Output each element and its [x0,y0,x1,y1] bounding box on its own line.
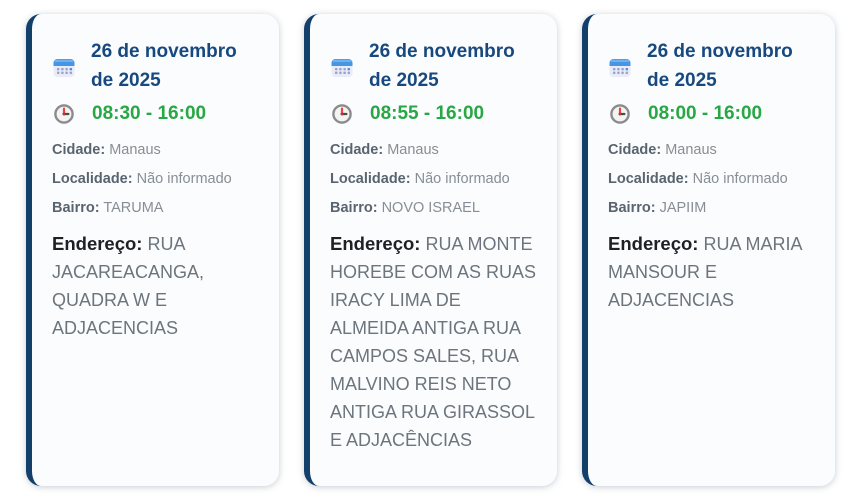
address-value: RUA JACAREACANGA, QUADRA W E ADJACENCIAS [52,234,205,339]
district-label: Bairro: [52,200,100,217]
time-text: 08:00 - 16:00 [648,103,763,124]
locality-label: Localidade: [52,171,133,188]
locality-value: Não informado [136,171,232,188]
address-value: RUA MARIA MANSOUR E ADJACENCIAS [608,234,802,311]
locality-row: Localidade: Não informado [608,170,815,188]
address-row: Endereço: RUA MARIA MANSOUR E ADJACENCIAS [608,230,815,315]
time-row: 08:30 - 16:00 [52,103,259,125]
schedule-card: 26 de novembro de 2025 08:00 - 16:00 Cid… [582,14,835,486]
time-row: 08:00 - 16:00 [608,103,815,125]
time-text: 08:55 - 16:00 [370,103,485,124]
clock-icon [608,103,632,125]
date-row: 26 de novembro de 2025 [608,38,815,95]
time-text: 08:30 - 16:00 [92,103,207,124]
locality-label: Localidade: [608,171,689,188]
locality-value: Não informado [692,171,788,188]
address-label: Endereço: [52,233,143,255]
locality-label: Localidade: [330,171,411,188]
city-label: Cidade: [608,142,662,158]
district-value: NOVO ISRAEL [381,200,480,217]
calendar-icon [608,55,632,79]
city-value: Manaus [109,142,161,158]
address-label: Endereço: [330,233,421,255]
district-label: Bairro: [330,200,378,217]
city-label: Cidade: [330,142,384,158]
district-label: Bairro: [608,200,656,217]
date-row: 26 de novembro de 2025 [330,38,537,95]
time-row: 08:55 - 16:00 [330,103,537,125]
address-row: Endereço: RUA MONTE HOREBE COM AS RUAS IR… [330,230,537,454]
city-value: Manaus [387,142,439,158]
city-row: Cidade: Manaus [52,141,259,159]
address-row: Endereço: RUA JACAREACANGA, QUADRA W E AD… [52,230,259,343]
calendar-icon [330,55,354,79]
schedule-card: 26 de novembro de 2025 08:55 - 16:00 Cid… [304,14,557,486]
district-row: Bairro: NOVO ISRAEL [330,199,537,217]
locality-row: Localidade: Não informado [52,170,259,188]
date-text: 26 de novembro de 2025 [91,41,237,91]
date-text: 26 de novembro de 2025 [369,41,515,91]
locality-row: Localidade: Não informado [330,170,537,188]
clock-icon [330,103,354,125]
clock-icon [52,103,76,125]
schedule-card: 26 de novembro de 2025 08:30 - 16:00 Cid… [26,14,279,486]
district-value: JAPIIM [659,200,707,217]
city-label: Cidade: [52,142,106,158]
calendar-icon [52,55,76,79]
district-row: Bairro: TARUMA [52,199,259,217]
city-row: Cidade: Manaus [330,141,537,159]
date-row: 26 de novembro de 2025 [52,38,259,95]
address-value: RUA MONTE HOREBE COM AS RUAS IRACY LIMA … [330,234,537,450]
city-row: Cidade: Manaus [608,141,815,159]
date-text: 26 de novembro de 2025 [647,41,793,91]
city-value: Manaus [665,142,717,158]
address-label: Endereço: [608,233,699,255]
district-value: TARUMA [103,200,164,217]
district-row: Bairro: JAPIIM [608,199,815,217]
locality-value: Não informado [414,171,510,188]
